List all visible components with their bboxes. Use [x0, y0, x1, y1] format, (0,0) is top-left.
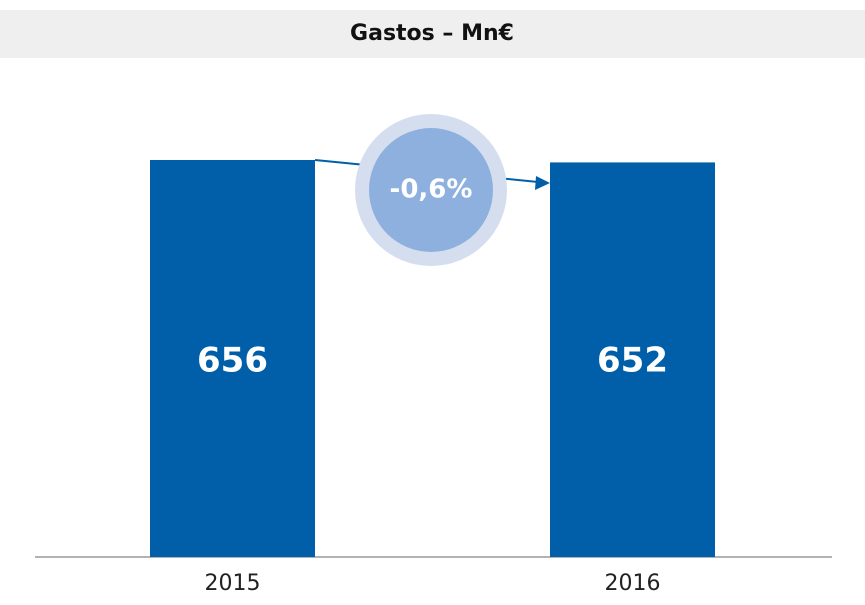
- chart-title: Gastos – Mn€: [350, 21, 514, 46]
- change-label: -0,6%: [390, 175, 473, 205]
- value-label: 656: [197, 341, 268, 381]
- bubble-inner: [369, 128, 493, 252]
- title-band: [0, 10, 865, 58]
- arrow-head: [535, 176, 550, 190]
- bar: [550, 162, 715, 558]
- bar: [150, 160, 315, 557]
- x-tick-label: 2015: [205, 571, 261, 596]
- value-label: 652: [597, 341, 668, 381]
- x-tick-label: 2016: [605, 571, 661, 596]
